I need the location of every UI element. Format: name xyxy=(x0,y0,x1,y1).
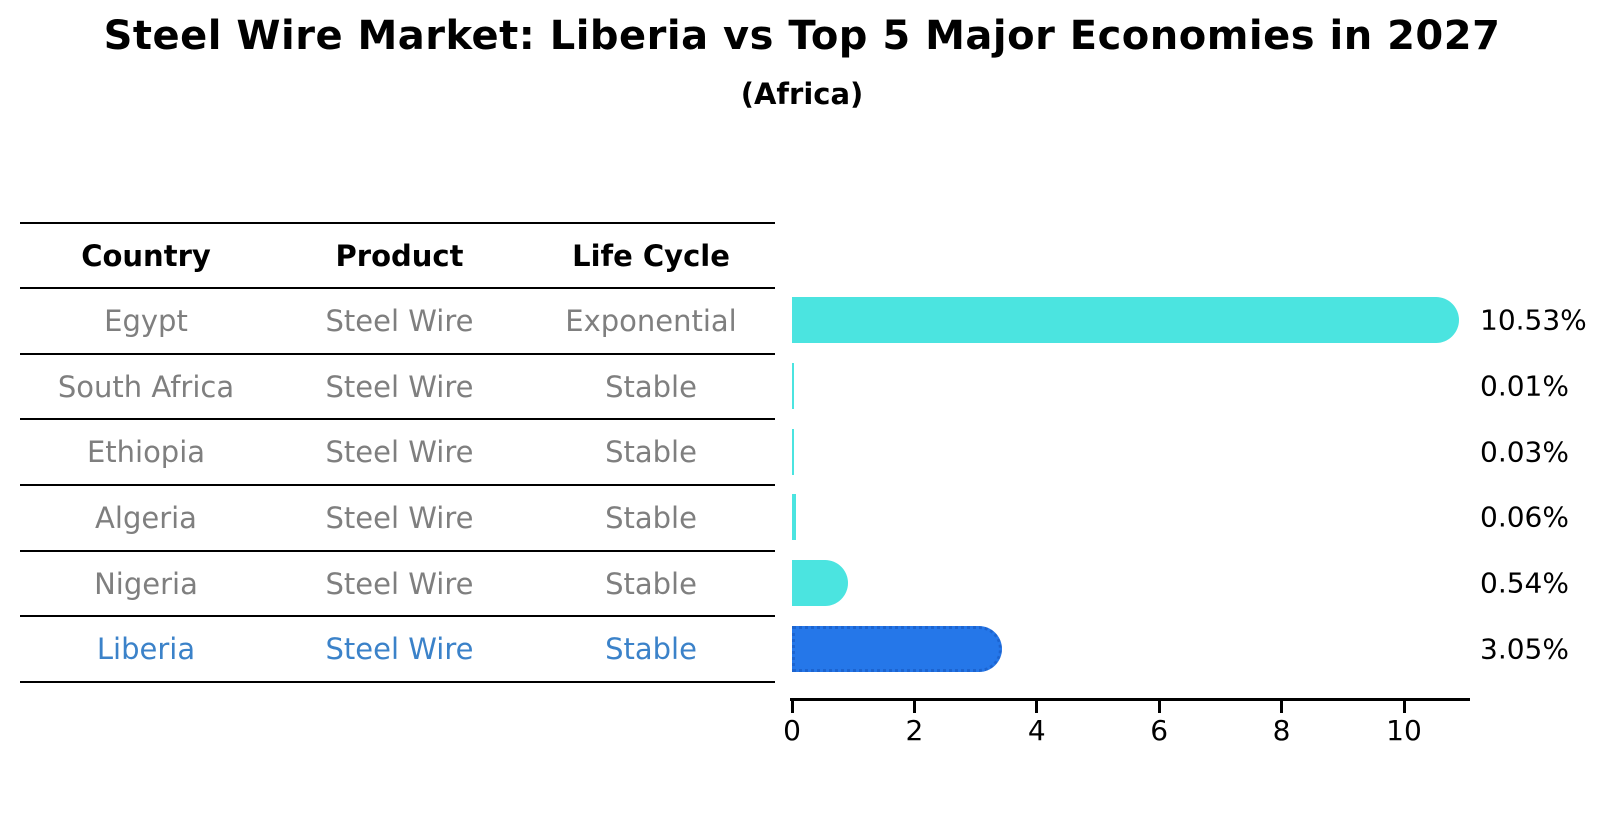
table-cell-country: Egypt xyxy=(104,303,188,338)
table-cell-product: Steel Wire xyxy=(325,500,474,535)
table-cell-product: Steel Wire xyxy=(325,566,474,601)
x-tick xyxy=(1402,701,1406,713)
table-cell-country: Ethiopia xyxy=(86,435,206,470)
country-table: Country Product Life Cycle Egypt Steel Wi… xyxy=(20,222,775,684)
x-tick-label: 4 xyxy=(1027,714,1046,747)
table-row: Liberia Steel Wire Stable xyxy=(20,617,775,684)
table-cell-product: Steel Wire xyxy=(325,435,474,470)
column-header-life-cycle: Life Cycle xyxy=(572,238,730,273)
x-tick xyxy=(912,701,916,713)
x-tick-label: 6 xyxy=(1150,714,1169,747)
x-tick xyxy=(1157,701,1161,713)
x-tick-label: 0 xyxy=(783,714,801,747)
x-tick xyxy=(790,701,794,713)
table-cell-country: Algeria xyxy=(95,500,197,535)
bar-liberia xyxy=(792,625,1002,672)
bar-algeria xyxy=(792,494,796,541)
table-cell-product: Steel Wire xyxy=(325,369,474,404)
table-cell-country: Liberia xyxy=(96,632,196,667)
table-cell-life-cycle: Stable xyxy=(605,435,697,470)
table-row: South Africa Steel Wire Stable xyxy=(20,355,775,421)
table-row: Algeria Steel Wire Stable xyxy=(20,486,775,552)
table-cell-life-cycle: Exponential xyxy=(565,303,737,338)
table-body: Egypt Steel Wire Exponential South Africa St… xyxy=(20,289,775,684)
x-axis-line xyxy=(790,698,1470,701)
table-cell-country: Nigeria xyxy=(94,566,198,601)
x-tick-label: 10 xyxy=(1386,714,1422,747)
table-cell-product: Steel Wire xyxy=(325,632,474,667)
table-header-row: Country Product Life Cycle xyxy=(20,224,775,289)
bar-ethiopia xyxy=(792,428,794,475)
value-label: 0.01% xyxy=(1480,369,1569,403)
value-label: 3.05% xyxy=(1480,632,1569,666)
value-label: 10.53% xyxy=(1480,303,1587,337)
table-cell-country: South Africa xyxy=(57,369,235,404)
table-cell-life-cycle: Stable xyxy=(605,369,697,404)
x-tick xyxy=(1035,701,1039,713)
table-cell-product: Steel Wire xyxy=(325,303,474,338)
table-row: Ethiopia Steel Wire Stable xyxy=(20,420,775,487)
column-header-product: Product xyxy=(335,238,464,273)
bar-nigeria xyxy=(792,560,849,607)
chart-subtitle: (Africa) xyxy=(740,77,864,111)
chart-title: Steel Wire Market: Liberia vs Top 5 Majo… xyxy=(103,13,1501,59)
bar-south-africa xyxy=(792,363,794,410)
value-label: 0.03% xyxy=(1480,435,1569,469)
x-tick-label: 2 xyxy=(905,714,924,747)
value-label: 0.06% xyxy=(1480,500,1569,534)
bar-egypt xyxy=(792,297,1460,344)
table-cell-life-cycle: Stable xyxy=(605,632,697,667)
value-label: 0.54% xyxy=(1480,566,1569,600)
column-header-country: Country xyxy=(81,238,211,273)
table-cell-life-cycle: Stable xyxy=(605,566,697,601)
table-row: Nigeria Steel Wire Stable xyxy=(20,552,775,618)
x-tick-label: 8 xyxy=(1272,714,1291,747)
x-tick xyxy=(1280,701,1284,713)
table-row: Egypt Steel Wire Exponential xyxy=(20,289,775,355)
table-cell-life-cycle: Stable xyxy=(605,500,697,535)
